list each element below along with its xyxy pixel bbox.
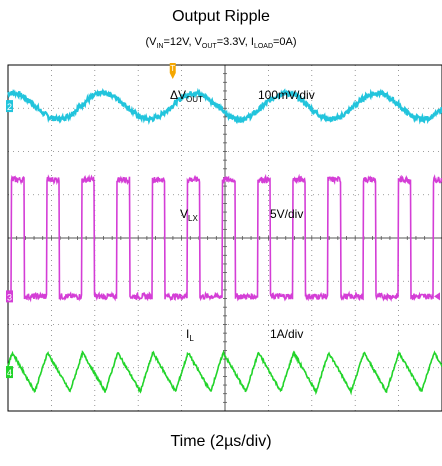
scope-grid <box>7 64 442 412</box>
x-axis-label: Time (2µs/div) <box>170 433 272 450</box>
trace-vout <box>7 87 442 125</box>
scope-traces <box>7 87 442 396</box>
trace-vlx <box>7 173 442 303</box>
trigger-pointer-icon <box>169 73 176 79</box>
trace-scale-vout: 100mV/div <box>258 88 315 102</box>
offset-arrow-icon <box>434 292 440 301</box>
cond-iload-sub: LOAD <box>253 43 273 51</box>
channel-number-vout: 2 <box>7 102 12 112</box>
cond-iload-val: =0A <box>273 36 293 48</box>
cond-vin-sub: IN <box>156 43 164 51</box>
channel-marker-il <box>6 366 13 379</box>
trigger-label: T <box>170 64 175 73</box>
cond-iload-sym: I <box>250 36 254 48</box>
cond-vin-val: =12V <box>163 36 189 48</box>
chart-subtitle: (VIN=12V, VOUT=3.3V, ILOAD=0A) <box>145 36 297 51</box>
trigger-marker-icon <box>169 63 176 73</box>
channel-number-vlx: 3 <box>7 292 12 302</box>
cond-vout-val: =3.3V <box>216 36 245 48</box>
trace-label-vout: ΔVOUT <box>170 88 203 104</box>
channel-marker-vout <box>6 100 13 113</box>
scope-markers: 2 3 4 T <box>6 63 440 379</box>
scope-labels: ΔVOUT 100mV/div VLX 5V/div IL 1A/div <box>170 88 315 343</box>
channel-marker-vlx <box>6 290 13 303</box>
trace-scale-vlx: 5V/div <box>270 207 303 221</box>
trace-label-il: IL <box>186 327 194 343</box>
channel-number-il: 4 <box>7 368 12 378</box>
cond-vout-sub: OUT <box>201 43 217 51</box>
cond-vout-sym: V <box>194 36 202 48</box>
cond-vin-sym: V <box>149 36 157 48</box>
plot-frame <box>7 64 442 412</box>
trace-scale-il: 1A/div <box>270 327 303 341</box>
trace-label-vlx: VLX <box>180 207 198 223</box>
trace-il <box>7 349 442 396</box>
chart-title: Output Ripple <box>172 8 270 25</box>
